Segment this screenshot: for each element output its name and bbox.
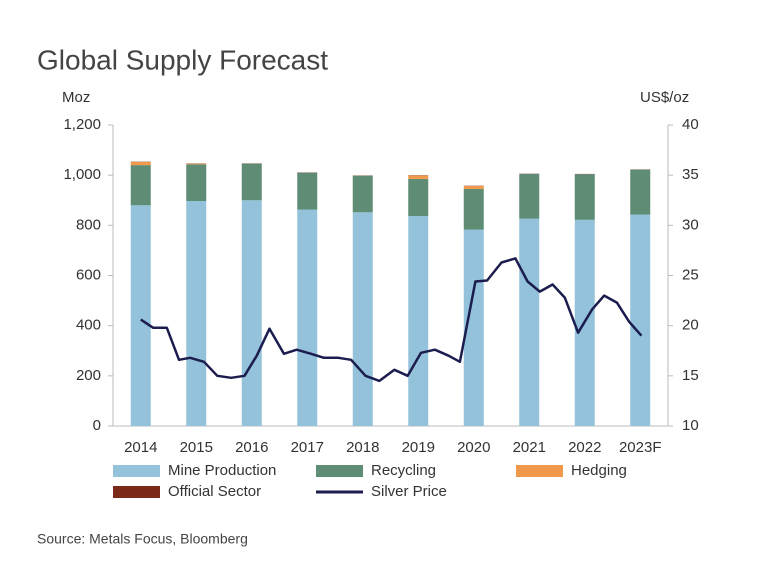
y-tick-label: 400 [76, 317, 101, 334]
y2-tick-label: 25 [682, 266, 699, 283]
x-tick-label: 2015 [180, 439, 213, 456]
legend-label: Recycling [371, 462, 436, 479]
y-tick-label: 1,000 [63, 166, 101, 183]
x-tick-label: 2014 [124, 439, 157, 456]
bar-segment [463, 188, 484, 230]
y2-tick-label: 20 [682, 317, 699, 334]
x-tick-label: 2022 [568, 439, 601, 456]
bar-segment [408, 175, 429, 179]
bar-segment [297, 209, 318, 426]
legend-swatch [113, 486, 160, 498]
bar-segment [408, 178, 429, 217]
bar-segment [352, 175, 373, 213]
bar-segment [408, 216, 429, 426]
line-series [140, 257, 643, 383]
bar-segment [241, 200, 262, 426]
y2-tick-label: 40 [682, 116, 699, 133]
source: Source: Metals Focus, Bloomberg [37, 531, 248, 547]
legend-label: Mine Production [168, 462, 276, 479]
y-axis-label: Moz [62, 89, 90, 106]
y-tick-label: 0 [93, 417, 101, 434]
bar-segment [186, 164, 207, 202]
x-tick-label: 2023F [619, 439, 662, 456]
y-tick-label: 1,200 [63, 116, 101, 133]
bar-segment [130, 205, 151, 426]
y-tick-label: 600 [76, 266, 101, 283]
y2-axis-label: US$/oz [640, 89, 689, 106]
bar-segment [352, 212, 373, 426]
bar-segment [130, 165, 151, 206]
chart-title: Global Supply Forecast [37, 44, 328, 75]
legend-label: Silver Price [371, 483, 447, 500]
x-tick-label: 2020 [457, 439, 490, 456]
y2-tick-label: 35 [682, 166, 699, 183]
bar-segment [630, 214, 651, 426]
bar-segment [463, 185, 484, 189]
bar-segment [574, 174, 595, 220]
bar-segment [463, 229, 484, 426]
bar-segment [130, 161, 151, 166]
y2-tick-label: 10 [682, 417, 699, 434]
y-tick-label: 800 [76, 216, 101, 233]
y2-tick-label: 30 [682, 216, 699, 233]
bar-segment [297, 172, 318, 210]
x-tick-label: 2016 [235, 439, 268, 456]
bar-segment [519, 173, 540, 219]
x-tick-label: 2021 [513, 439, 546, 456]
y2-tick-label: 15 [682, 367, 699, 384]
legend-label: Official Sector [168, 483, 261, 500]
x-tick-label: 2017 [291, 439, 324, 456]
legend-swatch [113, 465, 160, 477]
bar-segment [519, 218, 540, 426]
x-tick-label: 2018 [346, 439, 379, 456]
bar-segment [186, 163, 207, 165]
bar-segment [186, 201, 207, 426]
legend-label: Hedging [571, 462, 627, 479]
y-tick-label: 200 [76, 367, 101, 384]
legend-swatch [316, 465, 363, 477]
x-tick-label: 2019 [402, 439, 435, 456]
bar-segment [630, 169, 651, 215]
legend-swatch [516, 465, 563, 477]
bar-segment [241, 163, 262, 201]
